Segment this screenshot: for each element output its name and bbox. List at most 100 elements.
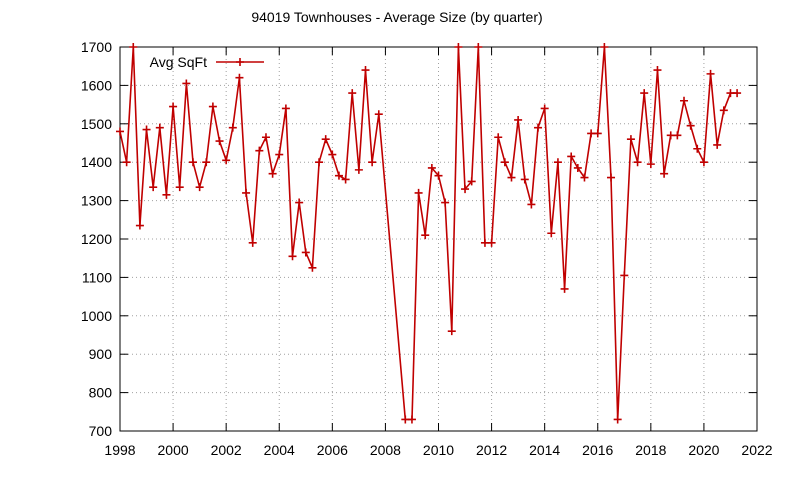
x-tick-label: 1998 — [104, 442, 135, 458]
data-point — [248, 238, 257, 247]
data-point — [461, 185, 470, 194]
data-point — [407, 415, 416, 424]
data-point — [341, 175, 350, 184]
data-point — [680, 96, 689, 105]
x-tick-label: 2010 — [423, 442, 454, 458]
data-point — [653, 66, 662, 75]
x-axis: 1998 2000 2002 2004 2006 2008 2010 2012 2014 2016… — [104, 47, 773, 458]
y-tick-label: 1600 — [81, 77, 112, 93]
data-point — [733, 89, 742, 98]
y-tick-label: 1500 — [81, 116, 112, 132]
chart-title: 94019 Townhouses - Average Size (by quar… — [251, 9, 542, 25]
data-point — [242, 188, 251, 197]
data-point — [195, 183, 204, 192]
data-point — [640, 89, 649, 98]
data-point — [567, 152, 576, 161]
data-point — [129, 43, 138, 51]
x-tick-label: 2012 — [476, 442, 507, 458]
data-point — [713, 140, 722, 149]
y-axis: 700 800 900 1000 1100 1200 1300 1400 1500 1600 170… — [81, 39, 757, 439]
data-point — [600, 43, 609, 51]
data-point — [288, 252, 297, 261]
data-point — [719, 106, 728, 115]
data-point — [527, 200, 536, 209]
data-point — [235, 73, 244, 82]
data-point — [646, 160, 655, 169]
data-point — [222, 156, 231, 165]
data-point — [441, 198, 450, 207]
data-point — [135, 221, 144, 230]
data-point — [155, 123, 164, 132]
data-point — [228, 123, 237, 132]
data-point — [494, 133, 503, 142]
data-point — [374, 110, 383, 119]
data-point — [553, 158, 562, 167]
data-point — [699, 158, 708, 167]
data-point — [474, 43, 483, 51]
data-point — [693, 144, 702, 153]
grid — [120, 47, 757, 431]
x-tick-label: 2008 — [370, 442, 401, 458]
data-point — [421, 231, 430, 240]
data-point — [540, 104, 549, 113]
data-point — [633, 158, 642, 167]
legend-label-avg-sqft: Avg SqFt — [150, 54, 207, 70]
data-point — [534, 123, 543, 132]
data-point — [613, 415, 622, 424]
legend: Avg SqFt — [150, 54, 264, 70]
x-tick-label: 2022 — [741, 442, 772, 458]
data-point — [414, 188, 423, 197]
data-point — [268, 169, 277, 178]
data-point — [348, 89, 357, 98]
x-tick-label: 2002 — [211, 442, 242, 458]
data-point — [261, 133, 270, 142]
data-point — [149, 183, 158, 192]
data-point — [162, 190, 171, 199]
plot-frame — [119, 46, 758, 432]
data-point — [607, 173, 616, 182]
data-point — [547, 229, 556, 238]
data-point — [593, 129, 602, 138]
legend-marker-avg-sqft — [236, 58, 244, 66]
x-tick-label: 2014 — [529, 442, 560, 458]
data-point — [427, 163, 436, 172]
data-point — [321, 135, 330, 144]
data-point — [295, 198, 304, 207]
data-point — [626, 135, 635, 144]
data-point — [301, 248, 310, 257]
y-tick-label: 1200 — [81, 231, 112, 247]
data-point — [500, 158, 509, 167]
x-tick-label: 2018 — [635, 442, 666, 458]
y-tick-label: 700 — [89, 423, 113, 439]
data-point — [706, 69, 715, 78]
data-point — [447, 327, 456, 336]
data-point — [116, 127, 124, 136]
x-tick-label: 2000 — [158, 442, 189, 458]
data-point — [467, 177, 476, 186]
data-point — [215, 137, 224, 146]
data-point — [255, 146, 264, 155]
data-point — [328, 150, 337, 159]
data-point — [334, 171, 343, 180]
series-group — [116, 43, 742, 424]
data-point — [182, 79, 191, 88]
data-point — [361, 66, 370, 75]
data-point — [434, 171, 443, 180]
data-point — [487, 238, 496, 247]
data-point — [673, 131, 682, 140]
y-tick-label: 1100 — [82, 269, 112, 285]
data-point — [620, 271, 629, 280]
data-point — [560, 284, 569, 293]
data-point — [660, 169, 669, 178]
y-tick-label: 1400 — [81, 154, 112, 170]
y-tick-label: 1700 — [81, 39, 112, 55]
x-tick-label: 2006 — [317, 442, 348, 458]
data-point — [208, 102, 217, 111]
data-point — [368, 158, 377, 167]
data-point — [580, 173, 589, 182]
x-tick-label: 2016 — [582, 442, 613, 458]
data-point — [122, 158, 131, 167]
data-point — [454, 43, 463, 51]
y-tick-label: 900 — [89, 346, 113, 362]
data-point — [573, 163, 582, 172]
